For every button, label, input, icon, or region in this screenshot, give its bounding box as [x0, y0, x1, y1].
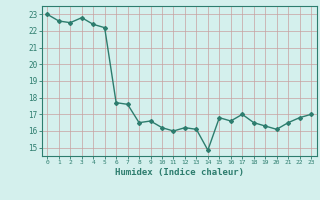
X-axis label: Humidex (Indice chaleur): Humidex (Indice chaleur): [115, 168, 244, 177]
